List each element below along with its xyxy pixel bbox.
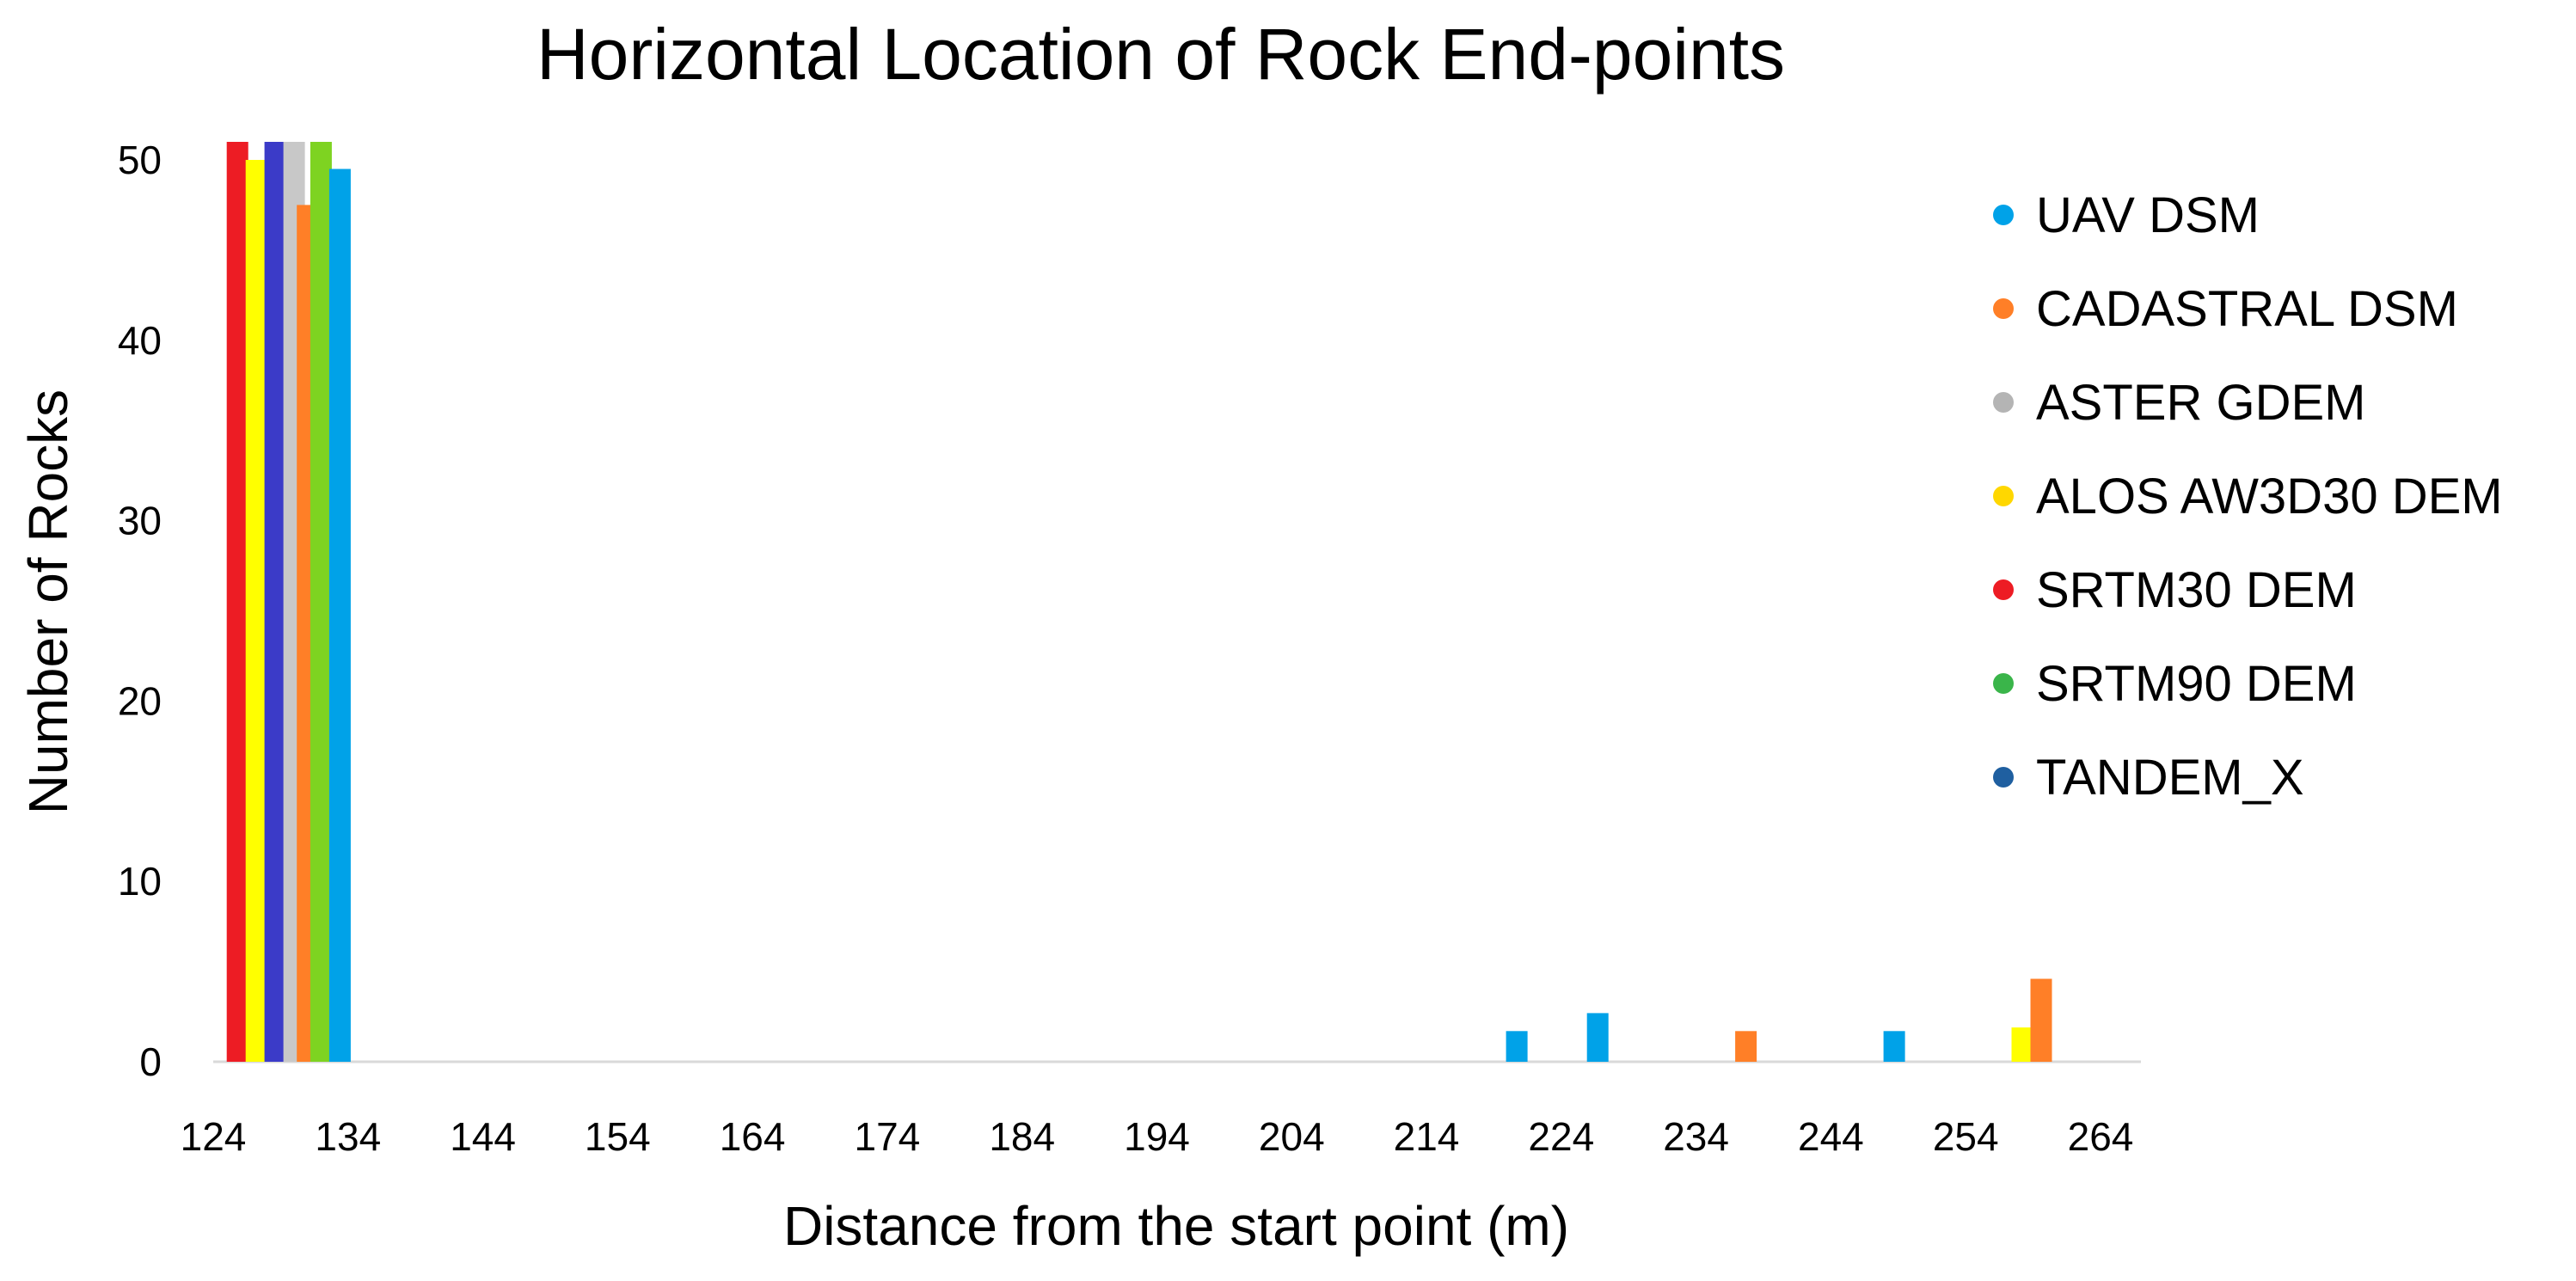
legend-marker xyxy=(1993,486,2014,506)
x-axis-title: Distance from the start point (m) xyxy=(783,1195,1569,1257)
x-tick-label: 144 xyxy=(450,1114,516,1159)
x-tick-label: 174 xyxy=(855,1114,921,1159)
x-tick-label: 234 xyxy=(1663,1114,1729,1159)
x-tick-label: 194 xyxy=(1124,1114,1190,1159)
bar-1 xyxy=(245,160,267,1062)
y-tick-label: 20 xyxy=(118,678,162,723)
x-tick-labels: 124 134 144 154 164 174 184 194 204 214 224 234 244 2… xyxy=(181,1114,2134,1159)
bar-0 xyxy=(226,142,248,1062)
y-tick-labels: 0 10 20 30 40 50 xyxy=(118,138,162,1084)
bars-group xyxy=(226,142,2052,1062)
legend-marker xyxy=(1993,298,2014,319)
x-tick-label: 124 xyxy=(181,1114,247,1159)
legend-label: ASTER GDEM xyxy=(2036,375,2366,431)
legend-label: UAV DSM xyxy=(2036,187,2260,243)
x-tick-label: 184 xyxy=(989,1114,1055,1159)
y-tick-label: 50 xyxy=(118,138,162,182)
bar-7 xyxy=(1506,1031,1528,1062)
x-tick-label: 224 xyxy=(1528,1114,1594,1159)
x-tick-label: 264 xyxy=(2068,1114,2134,1159)
legend-label: TANDEM_X xyxy=(2036,750,2304,806)
legend-label: CADASTRAL DSM xyxy=(2036,281,2458,337)
legend-marker xyxy=(1993,205,2014,225)
bar-11 xyxy=(2011,1027,2033,1062)
y-axis-title: Number of Rocks xyxy=(17,389,79,814)
legend-marker xyxy=(1993,392,2014,413)
x-tick-label: 134 xyxy=(315,1114,381,1159)
x-tick-label: 164 xyxy=(720,1114,786,1159)
legend-marker xyxy=(1993,767,2014,788)
legend-label: ALOS AW3D30 DEM xyxy=(2036,469,2503,524)
legend: UAV DSM CADASTRAL DSM ASTER GDEM ALOS AW3D3… xyxy=(1993,187,2503,806)
bar-8 xyxy=(1586,1013,1609,1062)
bar-9 xyxy=(1735,1031,1757,1062)
bar-10 xyxy=(1883,1031,1905,1062)
y-tick-label: 30 xyxy=(118,499,162,543)
bar-5 xyxy=(310,142,332,1062)
x-tick-label: 204 xyxy=(1259,1114,1325,1159)
bar-6 xyxy=(328,169,351,1062)
bar-12 xyxy=(2030,978,2052,1062)
x-tick-label: 154 xyxy=(585,1114,651,1159)
y-tick-label: 0 xyxy=(139,1039,162,1084)
x-tick-label: 244 xyxy=(1798,1114,1864,1159)
chart-title: Horizontal Location of Rock End-points xyxy=(537,14,1785,95)
legend-label: SRTM90 DEM xyxy=(2036,656,2357,712)
x-tick-label: 214 xyxy=(1394,1114,1460,1159)
legend-marker xyxy=(1993,579,2014,600)
legend-label: SRTM30 DEM xyxy=(2036,562,2357,618)
x-tick-label: 254 xyxy=(1933,1114,1999,1159)
y-tick-label: 40 xyxy=(118,318,162,363)
bar-2 xyxy=(264,142,286,1062)
y-tick-label: 10 xyxy=(118,859,162,904)
legend-marker xyxy=(1993,673,2014,694)
